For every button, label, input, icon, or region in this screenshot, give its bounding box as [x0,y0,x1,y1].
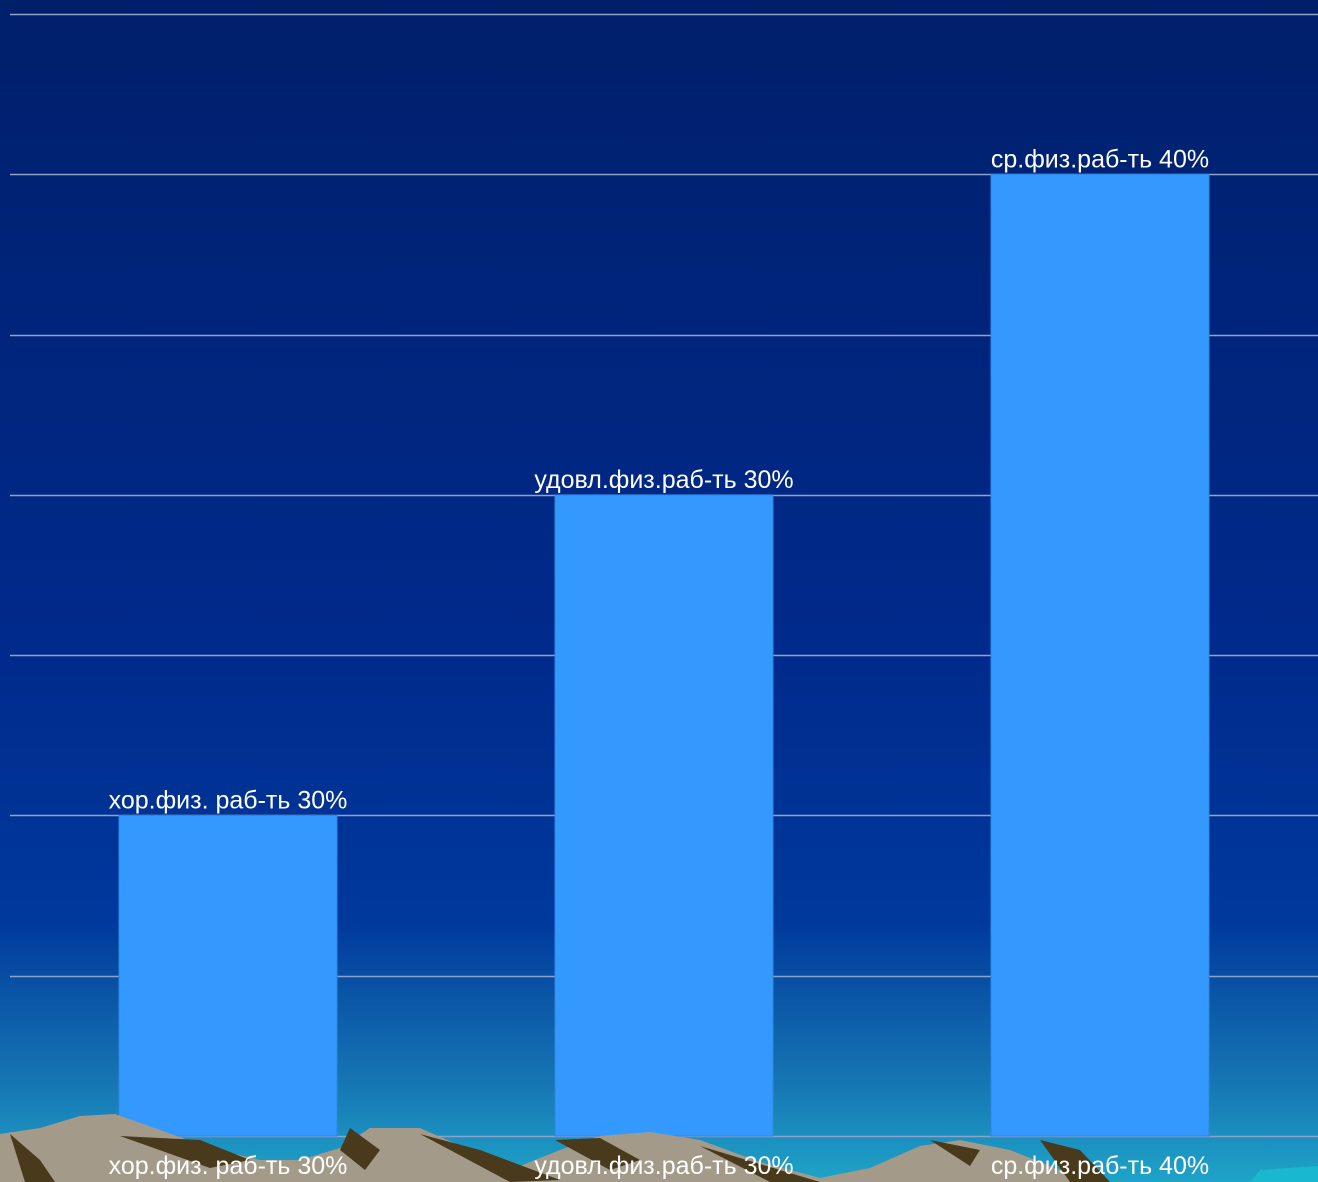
data-label: удовл.физ.раб-ть 30% [534,466,793,494]
category-label: хор.физ. раб-ть 30% [109,1152,348,1180]
rock-shadow-2 [120,1136,250,1168]
category-label: удовл.физ.раб-ть 30% [534,1152,793,1180]
rock-shadow-4 [420,1134,560,1182]
data-label: хор.физ. раб-ть 30% [109,786,348,814]
category-label: ср.физ.раб-ть 40% [991,1152,1209,1180]
category-labels: хор.физ. раб-ть 30% удовл.физ.раб-ть 30% с… [109,1152,1209,1180]
rock-shadow-1 [10,1134,55,1182]
data-label: ср.физ.раб-ть 40% [991,145,1209,173]
rock-shadow-8 [1040,1140,1110,1182]
rock-shadow-6 [700,1146,820,1182]
rock-shadow-7 [930,1140,980,1166]
data-labels: хор.физ. раб-ть 30% удовл.физ.раб-ть 30% с… [109,145,1209,814]
bar [554,494,774,1137]
water-strip [1250,1166,1318,1182]
rock-decoration [0,1114,1318,1182]
rock-shape-1 [0,1114,1100,1182]
bars [118,173,1210,1137]
rock-shadow-5 [555,1138,640,1170]
bar [118,814,338,1137]
rock-shadow-3 [340,1128,380,1170]
bar [990,173,1210,1137]
